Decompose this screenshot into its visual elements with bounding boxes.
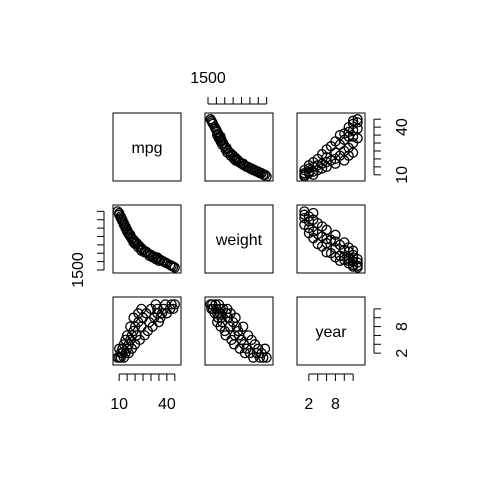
diagonal-panel-year: year: [297, 297, 365, 365]
scatter-panel-mpg-vs-weight: [205, 113, 273, 181]
tick-label: 8: [394, 322, 411, 331]
axis-left-weight: 1500: [70, 211, 104, 287]
axis-bottom-mpg: 10 40: [110, 374, 176, 413]
diagonal-label-mpg: mpg: [131, 140, 162, 157]
tick-label: 2: [304, 396, 313, 413]
axis-right-mpg: 10 40: [374, 118, 411, 184]
axis-top-weight: 1500: [190, 70, 266, 104]
diagonal-panel-weight: weight: [205, 205, 273, 273]
tick-label: 40: [394, 118, 411, 136]
tick-label: 40: [158, 396, 176, 413]
axis-right-year: 28: [374, 309, 411, 358]
diagonal-label-weight: weight: [215, 232, 263, 249]
diagonal-panel-mpg: mpg: [113, 113, 181, 181]
tick-label: 2: [394, 349, 411, 358]
tick-label: 8: [331, 396, 340, 413]
scatter-panel-year-vs-weight: [205, 297, 273, 365]
tick-label: 10: [394, 166, 411, 184]
tick-label: 1500: [70, 252, 87, 288]
diagonal-label-year: year: [315, 324, 347, 341]
tick-label: 10: [110, 396, 128, 413]
tick-label: 1500: [190, 70, 226, 87]
scatter-panel-weight-vs-mpg: [113, 205, 181, 273]
scatter-panel-mpg-vs-year: [297, 113, 365, 181]
scatter-panel-weight-vs-year: [297, 205, 365, 273]
scatter-panel-year-vs-mpg: [113, 297, 181, 365]
